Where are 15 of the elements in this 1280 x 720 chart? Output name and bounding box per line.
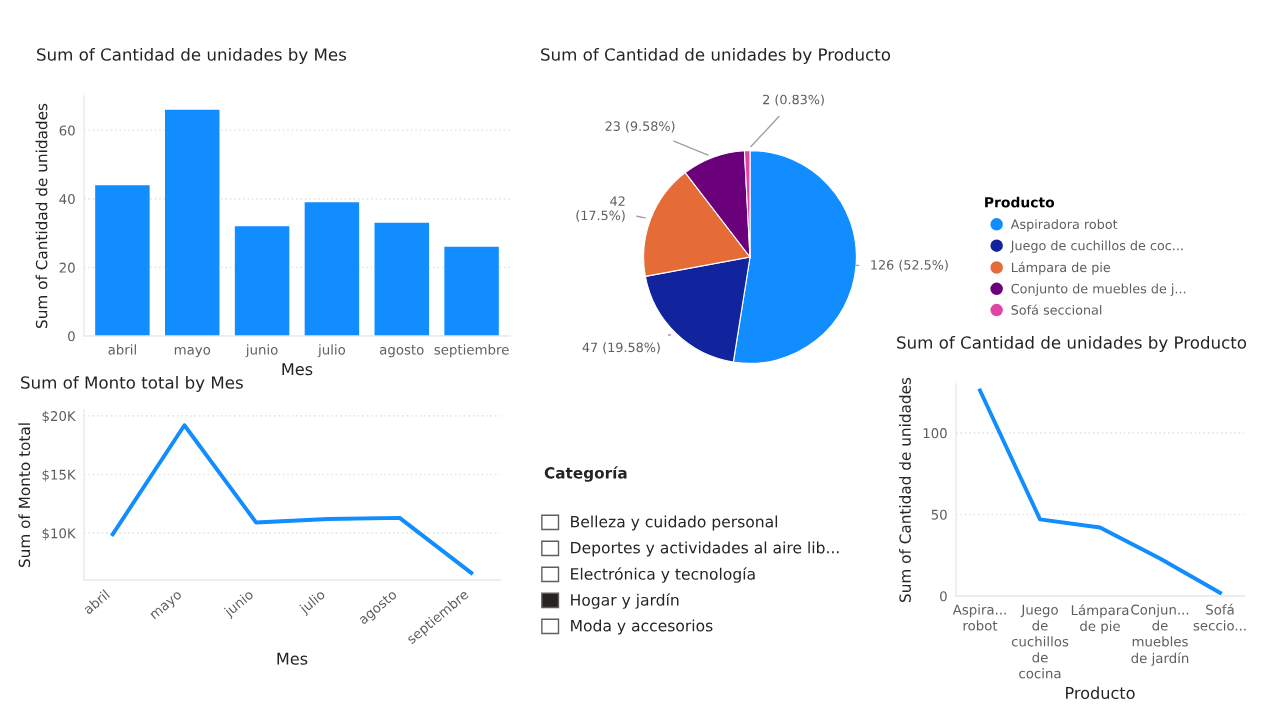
bar: [95, 185, 150, 336]
x-axis-title: Mes: [277, 652, 308, 665]
bar: [444, 246, 499, 336]
line-series: [978, 388, 1222, 595]
chart-title: Sum of Monto total by Mes: [21, 375, 243, 393]
chart-title: Sum of Cantidad de unidades by Mes: [37, 47, 347, 65]
chart-title: Sum of Cantidad de unidades by Producto: [541, 47, 891, 65]
bar: [374, 222, 429, 336]
chart-title: Sum of Cantidad de unidades by Producto: [897, 335, 1247, 353]
bar: [165, 109, 220, 336]
bar: [304, 202, 360, 336]
x-axis-title: Producto: [1066, 686, 1135, 700]
line-series: [110, 423, 474, 575]
bar: [234, 226, 290, 336]
x-axis-title: Mes: [282, 363, 313, 376]
